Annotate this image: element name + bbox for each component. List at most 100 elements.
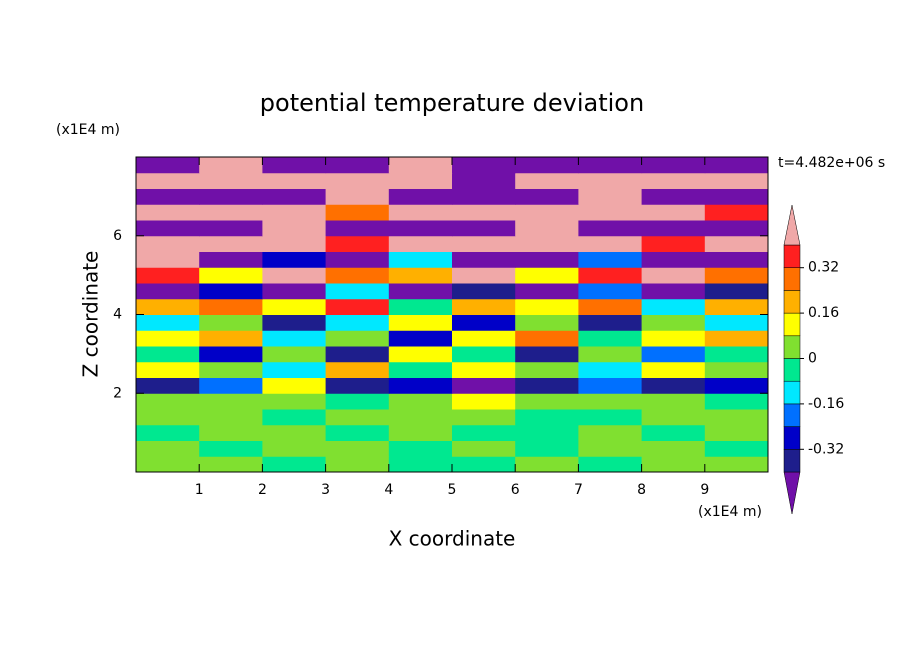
contour-cell <box>515 188 579 205</box>
contour-cell <box>262 204 327 221</box>
y-tick-label: 2 <box>113 385 122 401</box>
contour-cell <box>199 409 263 426</box>
colorbar-segment <box>783 312 801 337</box>
x-tick-label: 4 <box>384 482 393 498</box>
contour-cell <box>262 456 327 473</box>
x-tick-label: 7 <box>574 482 583 498</box>
contour-cell <box>262 314 327 331</box>
contour-cell <box>515 456 579 473</box>
contour-cell <box>136 157 200 174</box>
contour-cell <box>452 220 516 237</box>
contour-cell <box>641 377 706 394</box>
contour-cell <box>704 377 769 394</box>
contour-cell <box>452 330 516 347</box>
x-tick-label: 9 <box>700 482 709 498</box>
contour-cell <box>136 330 200 347</box>
contour-cell <box>641 188 706 205</box>
contour-cell <box>578 251 643 268</box>
contour-cell <box>136 267 200 284</box>
contour-cell <box>452 424 516 441</box>
colorbar-tick-label: 0.16 <box>808 305 839 321</box>
x-tick-label: 6 <box>511 482 520 498</box>
contour-cell <box>199 172 263 189</box>
contour-cell <box>515 377 579 394</box>
colorbar-segment <box>783 358 801 382</box>
contour-cell <box>578 283 643 300</box>
contour-cell <box>452 314 516 331</box>
contour-cell <box>578 409 643 426</box>
colorbar-segment <box>783 403 801 427</box>
contour-cell <box>262 440 327 457</box>
x-tick-label: 8 <box>637 482 646 498</box>
contour-cell <box>641 251 706 268</box>
contour-cell <box>388 188 453 205</box>
contour-cell <box>388 204 453 221</box>
contour-cell <box>515 204 579 221</box>
contour-cell <box>199 220 263 237</box>
contour-cell <box>136 298 200 315</box>
contour-cell <box>578 361 643 378</box>
contour-cell <box>578 456 643 473</box>
contour-cell <box>452 251 516 268</box>
x-tick-label: 3 <box>321 482 330 498</box>
contour-cell <box>388 157 453 174</box>
contour-cell <box>199 157 263 174</box>
contour-cell <box>325 330 390 347</box>
contour-cell <box>325 204 390 221</box>
contour-cell <box>388 456 453 473</box>
contour-cell <box>578 220 643 237</box>
contour-cell <box>515 267 579 284</box>
contour-cell <box>578 393 643 410</box>
contour-cell <box>262 377 327 394</box>
contour-cell <box>452 283 516 300</box>
contour-cell <box>578 235 643 252</box>
contour-cell <box>704 267 769 284</box>
contour-cell <box>136 172 200 189</box>
contour-cell <box>199 188 263 205</box>
contour-cell <box>641 424 706 441</box>
contour-cell <box>452 377 516 394</box>
y-tick-label: 4 <box>113 307 122 323</box>
contour-cell <box>578 314 643 331</box>
contour-cell <box>515 424 579 441</box>
contour-cell <box>262 188 327 205</box>
contour-cell <box>388 393 453 410</box>
contour-cell <box>262 424 327 441</box>
contour-cell <box>388 330 453 347</box>
contour-cell <box>262 330 327 347</box>
contour-cell <box>136 424 200 441</box>
y-axis-label: Z coordinate <box>79 251 103 378</box>
chart-title: potential temperature deviation <box>260 89 644 117</box>
contour-cell <box>704 204 769 221</box>
contour-cell <box>452 346 516 363</box>
contour-cell <box>641 157 706 174</box>
contour-cell <box>262 361 327 378</box>
contour-cell <box>641 172 706 189</box>
contour-cell <box>452 361 516 378</box>
contour-cell <box>262 220 327 237</box>
contour-cell <box>325 188 390 205</box>
contour-cell <box>199 283 263 300</box>
contour-cell <box>452 267 516 284</box>
contour-cell <box>452 393 516 410</box>
contour-cell <box>452 204 516 221</box>
contour-cell <box>515 235 579 252</box>
contour-cell <box>136 377 200 394</box>
contour-cell <box>515 314 579 331</box>
colorbar-segment <box>783 426 801 450</box>
contour-cell <box>388 298 453 315</box>
contour-cell <box>199 251 263 268</box>
contour-cell <box>452 298 516 315</box>
contour-cell <box>704 393 769 410</box>
contour-cell <box>199 298 263 315</box>
contour-cell <box>262 409 327 426</box>
contour-cell <box>704 157 769 174</box>
contour-cell <box>325 409 390 426</box>
contour-cell <box>325 172 390 189</box>
contour-cell <box>388 283 453 300</box>
contour-cell <box>199 377 263 394</box>
y-tick-label: 6 <box>113 228 122 244</box>
contour-cell <box>325 314 390 331</box>
contour-cell <box>199 346 263 363</box>
